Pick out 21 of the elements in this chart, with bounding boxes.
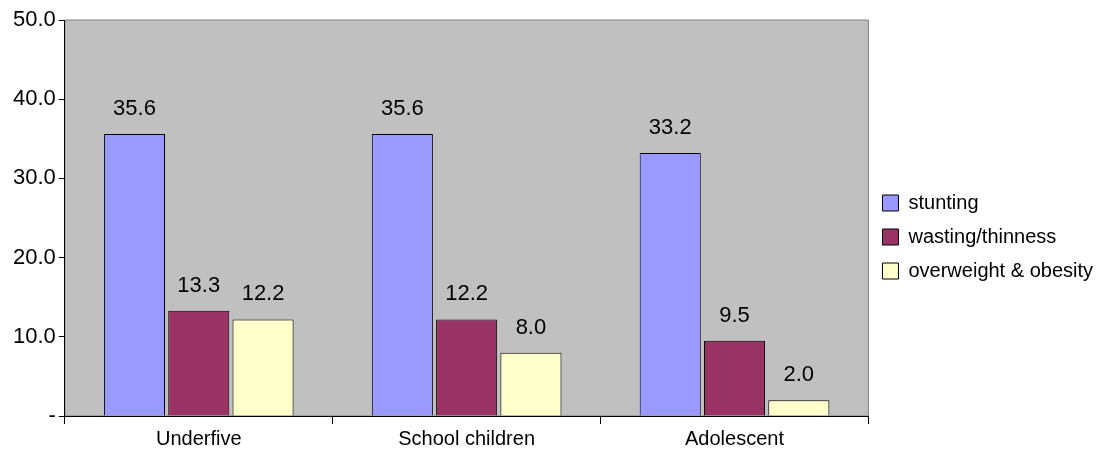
x-tick-label: Underfive — [155, 426, 242, 449]
data-label: 35.6 — [113, 95, 156, 121]
y-tick-label: - — [48, 402, 56, 428]
y-tick-label: 40.0 — [12, 85, 56, 111]
data-label: 9.5 — [719, 301, 750, 327]
legend-label: overweight & obesity — [908, 258, 1094, 281]
x-tick-label: School children — [398, 426, 536, 449]
y-tick-label: 50.0 — [12, 6, 56, 32]
data-label: 13.3 — [177, 271, 221, 297]
data-label: 8.0 — [515, 313, 547, 339]
legend-label: wasting/thinness — [907, 224, 1057, 247]
y-tick-label: 30.0 — [12, 164, 56, 190]
legend-label: stunting — [908, 190, 979, 213]
data-label: 12.2 — [241, 280, 285, 306]
data-label: 33.2 — [648, 114, 692, 140]
x-tick-label: Adolescent — [685, 426, 785, 449]
data-label: 35.6 — [380, 95, 424, 121]
y-tick-label: 10.0 — [12, 322, 56, 348]
y-tick-label: 20.0 — [12, 243, 56, 269]
data-label: 12.2 — [445, 280, 489, 306]
data-label: 2.0 — [783, 361, 815, 387]
